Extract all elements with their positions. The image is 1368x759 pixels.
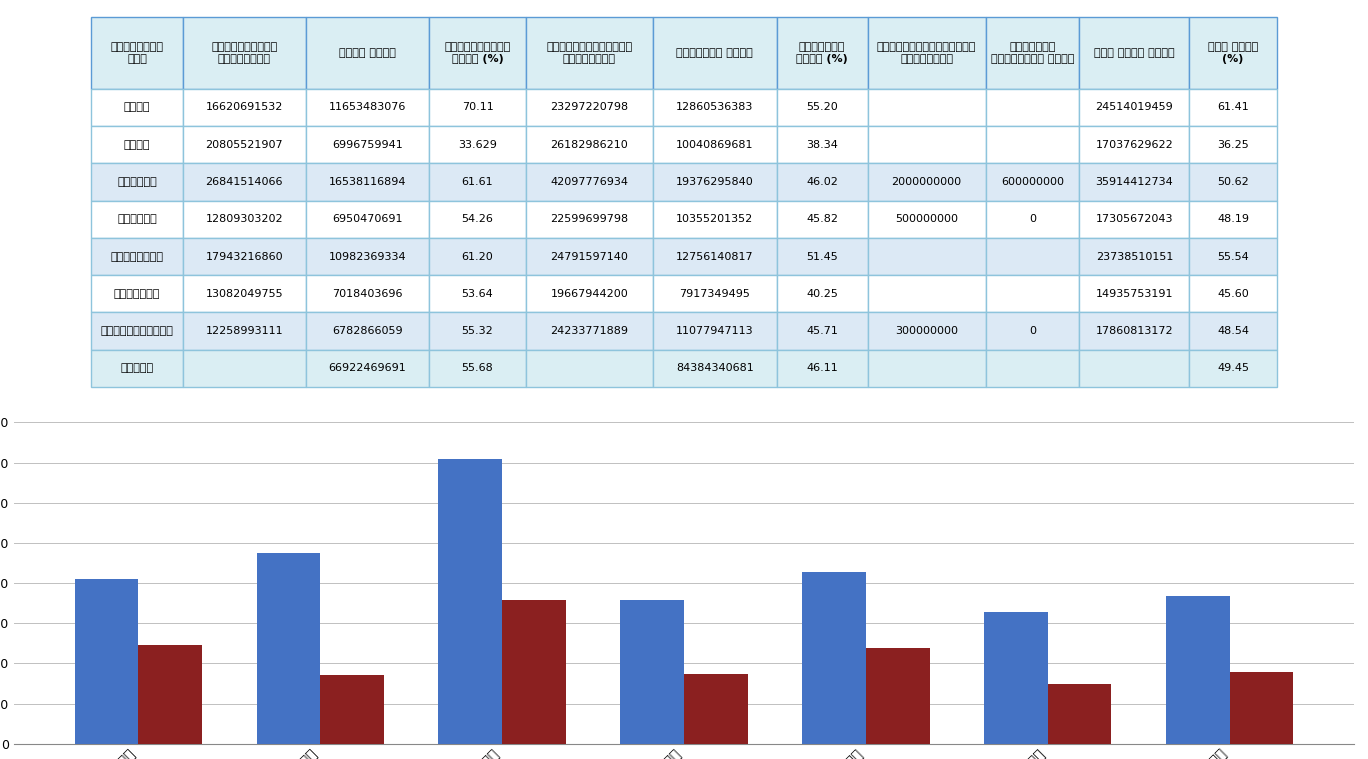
Bar [684, 674, 748, 744]
Bar [75, 579, 138, 744]
Bar [1230, 672, 1293, 744]
Bar [257, 553, 320, 744]
Bar [984, 613, 1048, 744]
Bar [866, 648, 930, 744]
Bar [1166, 596, 1230, 744]
Bar [802, 572, 866, 744]
Bar [138, 645, 202, 744]
Bar [1048, 684, 1111, 744]
Bar [320, 676, 384, 744]
Bar [502, 600, 566, 744]
Bar [438, 459, 502, 744]
Bar [620, 600, 684, 744]
